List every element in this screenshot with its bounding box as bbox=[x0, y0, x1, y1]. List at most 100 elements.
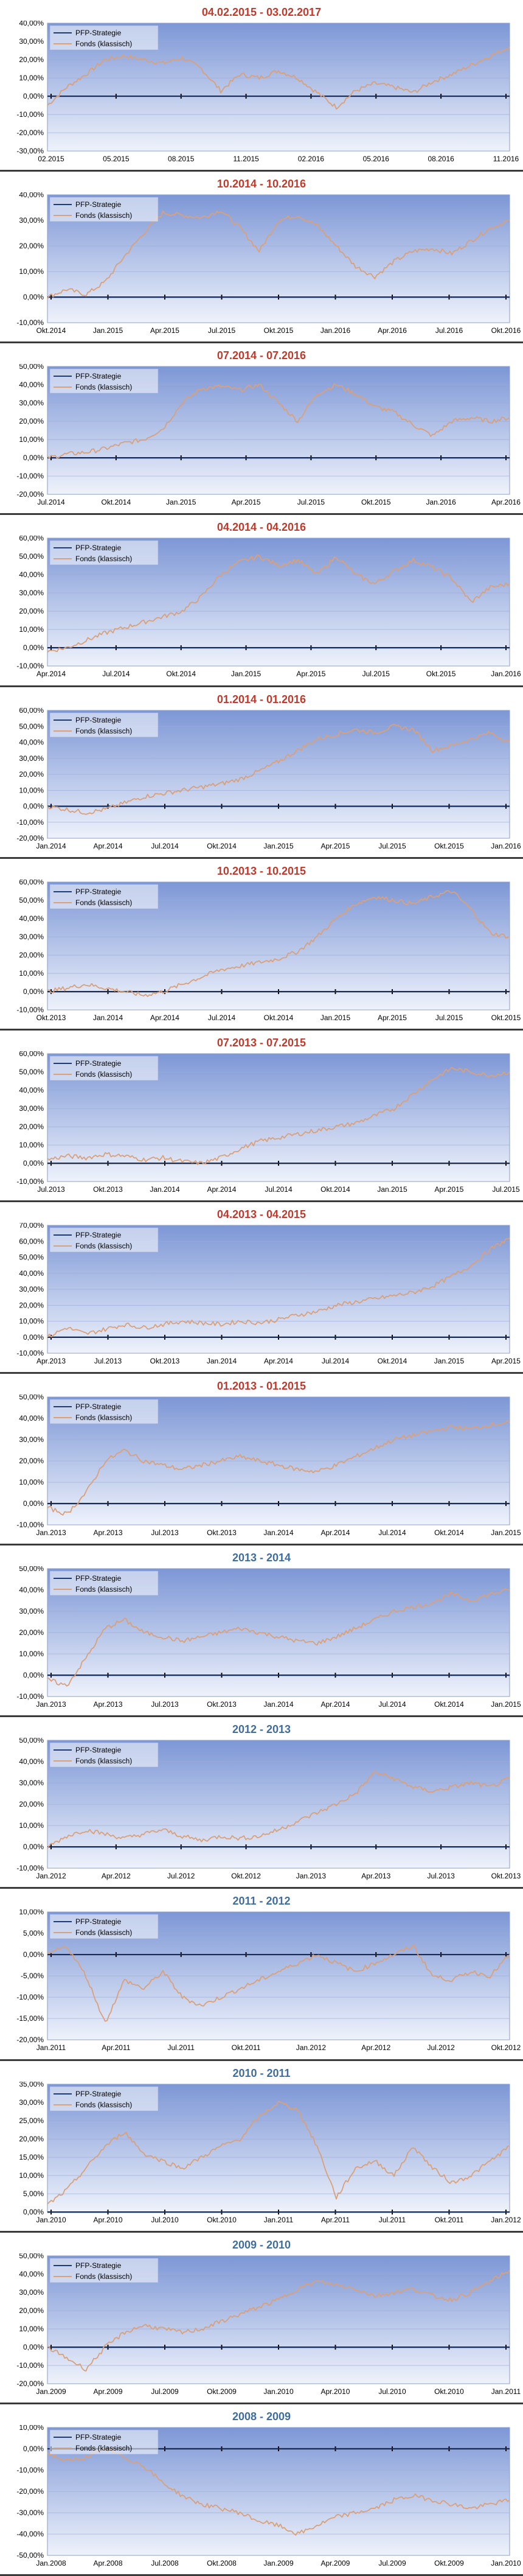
y-tick-label: -20,00% bbox=[16, 2036, 44, 2045]
panel-separator bbox=[0, 685, 523, 687]
y-tick-label: 40,00% bbox=[19, 570, 44, 579]
x-tick-label: Jul.2015 bbox=[362, 670, 390, 679]
legend-label-fonds: Fonds (klassisch) bbox=[75, 1242, 132, 1250]
chart-panel: 04.2013 - 04.2015 70,00% 60,00% 50,00% 40,00… bbox=[0, 1202, 523, 1374]
y-tick-label: 30,00% bbox=[19, 399, 44, 407]
x-tick-label: 02.2016 bbox=[298, 155, 325, 163]
y-tick-label: 50,00% bbox=[19, 2253, 44, 2260]
x-tick-label: Apr.2013 bbox=[36, 1357, 66, 1365]
x-tick-label: Jul.2015 bbox=[208, 326, 236, 335]
y-tick-label: -20,00% bbox=[16, 834, 44, 842]
legend-label-fonds: Fonds (klassisch) bbox=[75, 40, 132, 48]
legend-label-fonds: Fonds (klassisch) bbox=[75, 2444, 132, 2452]
y-tick-label: -10,00% bbox=[16, 662, 44, 671]
panel-separator bbox=[0, 1372, 523, 1374]
x-tick-label: Okt.2015 bbox=[361, 498, 391, 506]
legend-label-pfp: PFP-Strategie bbox=[75, 887, 122, 896]
x-tick-label: Apr.2015 bbox=[150, 326, 179, 335]
legend-label-fonds: Fonds (klassisch) bbox=[75, 383, 132, 391]
y-tick-label: 50,00% bbox=[19, 896, 44, 905]
panel-separator bbox=[0, 1715, 523, 1718]
legend-label-pfp: PFP-Strategie bbox=[75, 372, 122, 380]
y-tick-label: 30,00% bbox=[19, 37, 44, 46]
y-tick-label: -10,00% bbox=[16, 1177, 44, 1186]
panel-separator bbox=[0, 170, 523, 172]
x-tick-label: Okt.2008 bbox=[207, 2559, 237, 2567]
x-tick-label: Okt.2013 bbox=[207, 1700, 237, 1709]
x-tick-label: Okt.2014 bbox=[264, 1013, 294, 1022]
x-tick-label: Apr.2016 bbox=[378, 326, 407, 335]
x-tick-label: Jan.2014 bbox=[150, 1185, 180, 1194]
chart-panel: 07.2014 - 07.2016 50,00% 40,00% 30,00% 20,00… bbox=[0, 343, 523, 516]
x-tick-label: Jan.2015 bbox=[93, 326, 123, 335]
chart-title: 2012 - 2013 bbox=[232, 1723, 291, 1736]
y-tick-label: 0,00% bbox=[23, 2343, 44, 2351]
x-tick-label: Jan.2012 bbox=[491, 2216, 521, 2224]
chart-svg: 50,00% 40,00% 30,00% 20,00% 10,00% 0,00% -10,0… bbox=[16, 1738, 521, 1880]
series-line-fonds bbox=[47, 2100, 510, 2204]
chart-title: 10.2014 - 10.2016 bbox=[216, 178, 307, 191]
chart-svg: 60,00% 50,00% 40,00% 30,00% 20,00% 10,00% 0,00… bbox=[16, 536, 521, 679]
x-tick-label: Jan.2010 bbox=[36, 2216, 66, 2224]
chart-svg: 10,00% 5,00% 0,00% -5,00% -10,00% -15,00% -20,… bbox=[16, 1909, 521, 2053]
y-tick-label: -5,00% bbox=[21, 1972, 44, 1981]
y-tick-label: 60,00% bbox=[19, 1051, 44, 1058]
x-tick-label: Jul.2010 bbox=[151, 2216, 179, 2224]
chart-svg: 60,00% 50,00% 40,00% 30,00% 20,00% 10,00% 0,00… bbox=[16, 708, 521, 850]
x-tick-label: Jul.2014 bbox=[265, 1185, 293, 1194]
chart-svg: 50,00% 40,00% 30,00% 20,00% 10,00% 0,00% -10,0… bbox=[16, 364, 521, 506]
x-tick-label: Jan.2016 bbox=[491, 842, 521, 850]
legend-box bbox=[49, 1743, 159, 1768]
y-tick-label: 10,00% bbox=[19, 1650, 44, 1658]
legend-box bbox=[49, 884, 159, 909]
x-tick-label: Jan.2015 bbox=[320, 1013, 351, 1022]
chart-title: 2013 - 2014 bbox=[232, 1552, 291, 1564]
series-line-fonds bbox=[47, 889, 510, 997]
series-line-fonds bbox=[47, 383, 510, 460]
y-tick-label: 20,00% bbox=[19, 607, 44, 615]
chart-title: 01.2014 - 01.2016 bbox=[216, 693, 307, 705]
chart-svg: 40,00% 30,00% 20,00% 10,00% 0,00% -10,00% -20,… bbox=[16, 21, 519, 163]
y-tick-label: 15,00% bbox=[19, 2153, 44, 2161]
y-tick-label: 0,00% bbox=[23, 92, 44, 100]
chart-title: 10.2013 - 10.2015 bbox=[216, 864, 307, 877]
y-tick-label: 40,00% bbox=[19, 914, 44, 923]
y-tick-label: 20,00% bbox=[19, 55, 44, 64]
series-line-fonds bbox=[47, 555, 510, 653]
chart-panel: 2010 - 2011 35,00% 30,00% 25,00% 20,00% 15,00… bbox=[0, 2061, 523, 2233]
x-tick-label: Jul.2015 bbox=[378, 842, 406, 850]
legend-label-pfp: PFP-Strategie bbox=[75, 544, 122, 552]
x-tick-label: Jan.2011 bbox=[36, 2044, 66, 2053]
x-tick-label: Okt.2009 bbox=[207, 2387, 237, 2396]
chart-panel: 01.2014 - 01.2016 60,00% 50,00% 40,00% 30,00… bbox=[0, 687, 523, 859]
legend-box bbox=[49, 1570, 159, 1596]
x-tick-label: Okt.2014 bbox=[320, 1185, 350, 1194]
x-tick-label: Okt.2013 bbox=[36, 1013, 66, 1022]
y-tick-label: 0,00% bbox=[23, 1333, 44, 1342]
y-tick-label: 40,00% bbox=[19, 380, 44, 389]
series-line-fonds bbox=[47, 2448, 510, 2536]
x-tick-label: Apr.2008 bbox=[94, 2559, 123, 2567]
y-tick-label: 20,00% bbox=[19, 2306, 44, 2315]
y-tick-label: 30,00% bbox=[19, 1104, 44, 1113]
x-tick-label: Okt.2013 bbox=[491, 1872, 521, 1880]
x-tick-label: 08.2016 bbox=[428, 155, 454, 163]
chart-title: 07.2014 - 07.2016 bbox=[216, 349, 307, 362]
x-tick-label: Okt.2010 bbox=[207, 2216, 237, 2224]
chart-panel: 2009 - 2010 50,00% 40,00% 30,00% 20,00% 10,00… bbox=[0, 2233, 523, 2404]
x-tick-label: Jan.2014 bbox=[207, 1357, 237, 1365]
chart-svg: 10,00% 0,00% -10,00% -20,00% -30,00% -40,00% -… bbox=[16, 2425, 521, 2567]
y-tick-label: 40,00% bbox=[19, 1757, 44, 1766]
legend-label-fonds: Fonds (klassisch) bbox=[75, 211, 132, 220]
legend-label-pfp: PFP-Strategie bbox=[75, 29, 122, 37]
chart-title: 2011 - 2012 bbox=[232, 1895, 291, 1908]
y-tick-label: -10,00% bbox=[16, 1864, 44, 1872]
y-tick-label: 0,00% bbox=[23, 293, 44, 301]
y-tick-label: -10,00% bbox=[16, 2361, 44, 2370]
legend-box bbox=[49, 2258, 159, 2283]
chart-panel: 01.2013 - 01.2015 50,00% 40,00% 30,00% 20,00… bbox=[0, 1374, 523, 1546]
y-tick-label: 20,00% bbox=[19, 242, 44, 250]
x-tick-label: Apr.2014 bbox=[150, 1013, 179, 1022]
x-tick-label: Apr.2016 bbox=[491, 498, 521, 506]
y-tick-label: 50,00% bbox=[19, 1395, 44, 1401]
